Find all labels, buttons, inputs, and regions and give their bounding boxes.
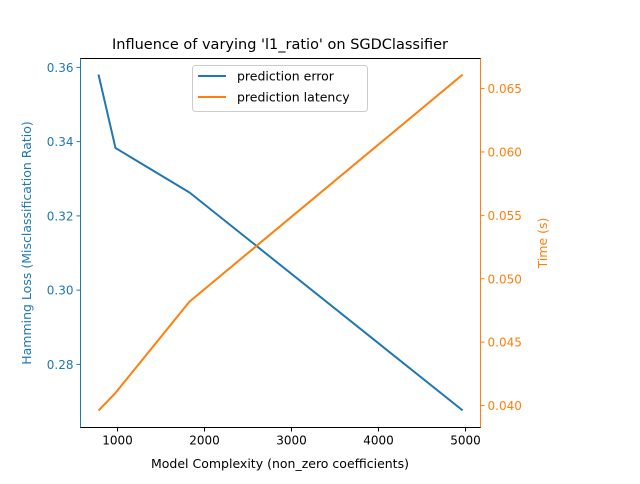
y-left-axis-label: Hamming Loss (Misclassification Ratio): [19, 121, 34, 365]
x-tick-label: 5000: [450, 434, 481, 448]
y-right-tick-label: 0.040: [488, 399, 522, 413]
y-right-axis-label: Time (s): [535, 218, 550, 270]
y-right-tick-label: 0.050: [488, 272, 522, 286]
y-left-tick-label: 0.28: [47, 358, 74, 372]
y-right-tick-label: 0.060: [488, 145, 522, 159]
y-right-tick-label: 0.065: [488, 82, 522, 96]
legend-label-prediction-error: prediction error: [237, 69, 335, 84]
x-tick-label: 3000: [276, 434, 307, 448]
y-left-tick-label: 0.34: [47, 135, 74, 149]
x-axis-label: Model Complexity (non_zero coefficients): [151, 456, 409, 471]
x-tick-label: 1000: [102, 434, 133, 448]
plot-frame: [80, 58, 481, 428]
x-tick-label: 4000: [363, 434, 394, 448]
y-left-tick-label: 0.30: [47, 284, 74, 298]
series-line-prediction-error: [97, 74, 464, 412]
legend-box: [192, 65, 368, 112]
x-tick-label: 2000: [189, 434, 220, 448]
legend: prediction error prediction latency: [192, 65, 368, 112]
y-left-tick-label: 0.36: [47, 61, 74, 75]
series-line-prediction-latency: [97, 73, 464, 412]
y-right-tick-label: 0.045: [488, 336, 522, 350]
y-right-tick-label: 0.055: [488, 209, 522, 223]
y-left-tick-label: 0.32: [47, 209, 74, 223]
chart-title: Influence of varying 'l1_ratio' on SGDCl…: [112, 37, 448, 53]
legend-label-prediction-latency: prediction latency: [237, 90, 350, 105]
